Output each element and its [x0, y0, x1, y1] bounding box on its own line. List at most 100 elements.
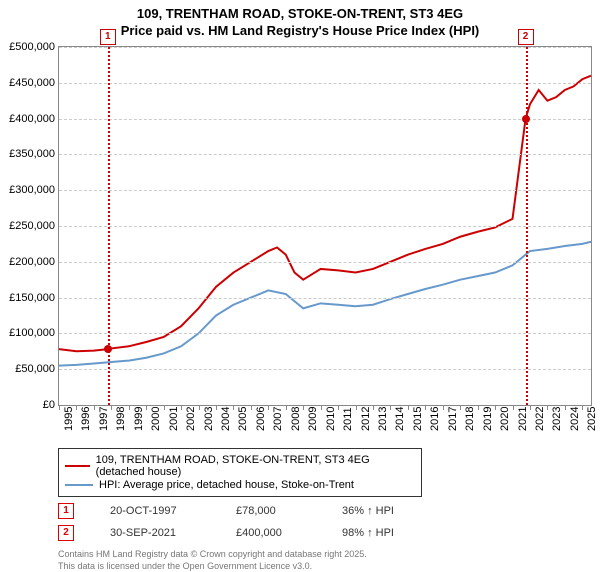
x-tick: [408, 405, 409, 410]
footer-line-1: Contains HM Land Registry data © Crown c…: [58, 549, 590, 561]
x-tick: [547, 405, 548, 410]
series-line-price_paid: [59, 76, 591, 352]
legend-label: 109, TRENTHAM ROAD, STOKE-ON-TRENT, ST3 …: [96, 454, 415, 478]
x-axis-label: 2015: [412, 407, 424, 431]
legend-row: HPI: Average price, detached house, Stok…: [65, 479, 415, 491]
gridline: [59, 190, 591, 191]
x-axis-label: 2011: [342, 407, 354, 431]
x-tick: [59, 405, 60, 410]
gridline: [59, 83, 591, 84]
sale-marker: 2: [58, 525, 74, 541]
footer-line-2: This data is licensed under the Open Gov…: [58, 561, 590, 572]
legend-label: HPI: Average price, detached house, Stok…: [99, 479, 354, 491]
x-tick: [164, 405, 165, 410]
x-tick: [251, 405, 252, 410]
x-axis-label: 1997: [98, 407, 110, 431]
x-tick: [495, 405, 496, 410]
sale-date: 20-OCT-1997: [110, 505, 200, 517]
x-axis-label: 2019: [482, 407, 494, 431]
x-tick: [356, 405, 357, 410]
x-tick: [146, 405, 147, 410]
gridline: [59, 262, 591, 263]
sale-pct: 36% ↑ HPI: [342, 505, 394, 517]
x-axis-label: 2016: [429, 407, 441, 431]
x-axis-label: 1996: [80, 407, 92, 431]
x-axis-label: 2020: [499, 407, 511, 431]
series-line-hpi: [59, 242, 591, 366]
x-tick: [565, 405, 566, 410]
legend-box: 109, TRENTHAM ROAD, STOKE-ON-TRENT, ST3 …: [58, 448, 422, 497]
marker-box: 1: [100, 29, 116, 45]
x-tick: [181, 405, 182, 410]
bottom-panel: 109, TRENTHAM ROAD, STOKE-ON-TRENT, ST3 …: [58, 448, 590, 572]
x-tick: [373, 405, 374, 410]
gridline: [59, 119, 591, 120]
x-tick: [582, 405, 583, 410]
y-axis-label: £450,000: [9, 77, 55, 89]
x-axis-label: 2000: [150, 407, 162, 431]
x-axis-label: 1995: [63, 407, 75, 431]
x-tick: [76, 405, 77, 410]
gridline: [59, 333, 591, 334]
x-tick: [286, 405, 287, 410]
x-axis-label: 2023: [551, 407, 563, 431]
x-axis-label: 2013: [377, 407, 389, 431]
sale-row: 1 20-OCT-1997 £78,000 36% ↑ HPI: [58, 503, 590, 519]
x-axis-label: 2005: [237, 407, 249, 431]
y-axis-label: £50,000: [9, 363, 55, 375]
title-line-1: 109, TRENTHAM ROAD, STOKE-ON-TRENT, ST3 …: [0, 6, 600, 23]
x-axis-label: 1999: [133, 407, 145, 431]
x-tick: [303, 405, 304, 410]
y-axis-label: £300,000: [9, 184, 55, 196]
sale-date: 30-SEP-2021: [110, 527, 200, 539]
x-axis-label: 2006: [255, 407, 267, 431]
x-axis-label: 2025: [586, 407, 598, 431]
marker-box: 2: [518, 29, 534, 45]
x-axis-label: 2004: [220, 407, 232, 431]
legend-swatch: [65, 465, 90, 467]
sale-row: 2 30-SEP-2021 £400,000 98% ↑ HPI: [58, 525, 590, 541]
x-axis-label: 2003: [203, 407, 215, 431]
x-tick: [478, 405, 479, 410]
x-tick: [199, 405, 200, 410]
x-axis-label: 2024: [569, 407, 581, 431]
x-axis-label: 2021: [517, 407, 529, 431]
y-axis-label: £100,000: [9, 327, 55, 339]
sale-pct: 98% ↑ HPI: [342, 527, 394, 539]
gridline: [59, 298, 591, 299]
x-tick: [321, 405, 322, 410]
x-tick: [94, 405, 95, 410]
x-tick: [216, 405, 217, 410]
sales-list: 1 20-OCT-1997 £78,000 36% ↑ HPI 2 30-SEP-2021…: [58, 503, 590, 541]
marker-dot: [104, 345, 112, 353]
x-tick: [425, 405, 426, 410]
x-axis-label: 2022: [534, 407, 546, 431]
x-axis-label: 2012: [360, 407, 372, 431]
x-tick: [460, 405, 461, 410]
footer-attribution: Contains HM Land Registry data © Crown c…: [58, 549, 590, 572]
x-axis-label: 2007: [272, 407, 284, 431]
y-axis-label: £400,000: [9, 113, 55, 125]
x-axis-label: 2014: [394, 407, 406, 431]
sale-marker: 1: [58, 503, 74, 519]
x-tick: [129, 405, 130, 410]
x-tick: [390, 405, 391, 410]
sale-price: £78,000: [236, 505, 306, 517]
x-tick: [268, 405, 269, 410]
marker-vline: [526, 47, 528, 405]
x-axis-label: 2001: [168, 407, 180, 431]
y-axis-label: £200,000: [9, 256, 55, 268]
x-axis-label: 2018: [464, 407, 476, 431]
x-axis-label: 2008: [290, 407, 302, 431]
x-tick: [513, 405, 514, 410]
gridline: [59, 226, 591, 227]
y-axis-label: £150,000: [9, 292, 55, 304]
chart-title: 109, TRENTHAM ROAD, STOKE-ON-TRENT, ST3 …: [0, 0, 600, 42]
x-axis-label: 2002: [185, 407, 197, 431]
gridline: [59, 47, 591, 48]
y-axis-label: £350,000: [9, 148, 55, 160]
sale-price: £400,000: [236, 527, 306, 539]
y-axis-label: £250,000: [9, 220, 55, 232]
x-axis-label: 1998: [115, 407, 127, 431]
y-axis-label: £500,000: [9, 41, 55, 53]
